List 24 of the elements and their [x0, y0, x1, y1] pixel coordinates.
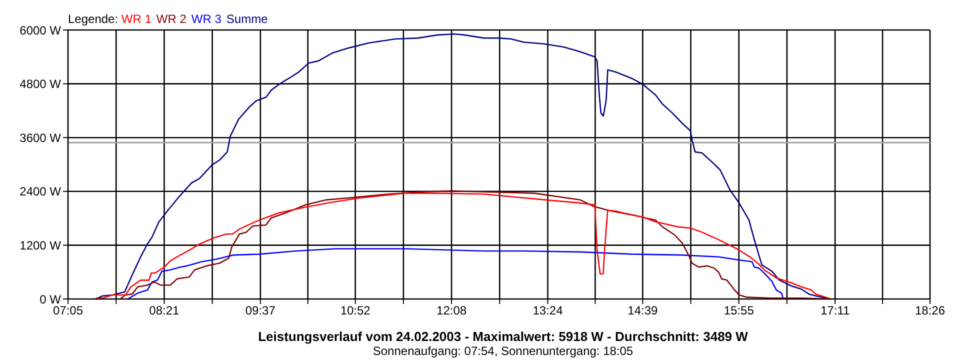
x-tick-label: 10:52: [340, 304, 371, 318]
y-tick-label: 4800 W: [20, 77, 62, 92]
x-tick-label: 08:21: [149, 304, 180, 318]
x-tick-label: 18:26: [914, 304, 946, 318]
x-tick-label: 14:39: [628, 304, 658, 318]
x-tick-label: 17:11: [820, 304, 850, 318]
text: WR 1: [121, 12, 152, 26]
y-tick-label: 3600 W: [20, 130, 62, 145]
y-tick-label: 6000 W: [20, 23, 62, 38]
text: WR 3: [191, 12, 222, 26]
x-tick-label: 13:24: [532, 304, 564, 318]
x-tick-label: 15:55: [724, 304, 754, 318]
x-tick-label: 12:08: [436, 304, 467, 318]
y-tick-label: 1200 W: [20, 238, 62, 252]
text: WR 2: [156, 12, 186, 26]
y-tick-label: 2400 W: [20, 184, 62, 199]
line-series: [127, 248, 784, 299]
text: Leistungsverlauf vom 24.02.2003 - Maximalwert: 5918 W - Durchschnitt: 3489 W: [257, 329, 749, 344]
text: Summe: [226, 12, 268, 26]
legend-title: Legende:: [68, 12, 120, 26]
y-tick-label: 0 W: [40, 292, 62, 306]
text: Sonnenaufgang: 07:54, Sonnenuntergang: 18:05: [372, 344, 634, 358]
x-tick-label: 09:37: [245, 304, 276, 318]
x-tick-label: 07:05: [52, 304, 84, 318]
